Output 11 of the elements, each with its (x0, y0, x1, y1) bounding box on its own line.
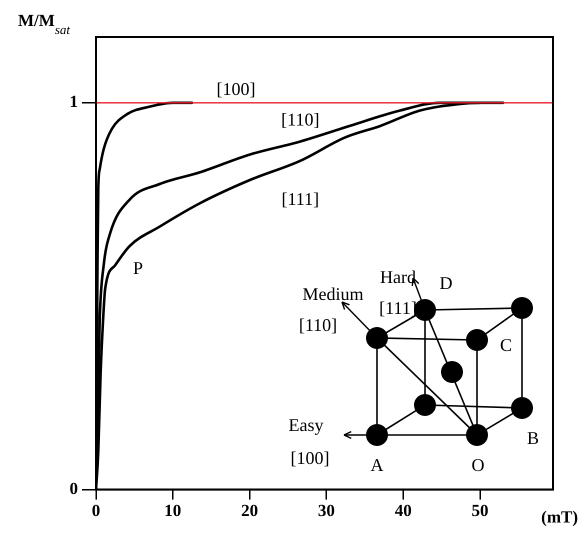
x-tick-label: 10 (164, 501, 182, 520)
series-label: [110] (281, 109, 320, 130)
x-axis-title: (mT) (541, 508, 578, 527)
x-tick-label: 30 (318, 501, 335, 520)
x-tick-label: 50 (472, 501, 489, 520)
series-label: [100] (216, 78, 256, 99)
series-label: [111] (281, 188, 320, 209)
x-tick-label: 20 (241, 501, 258, 520)
x-tick-label: 40 (394, 501, 412, 520)
y-tick-label: 1 (70, 92, 78, 112)
x-tick-label: 0 (92, 501, 100, 520)
